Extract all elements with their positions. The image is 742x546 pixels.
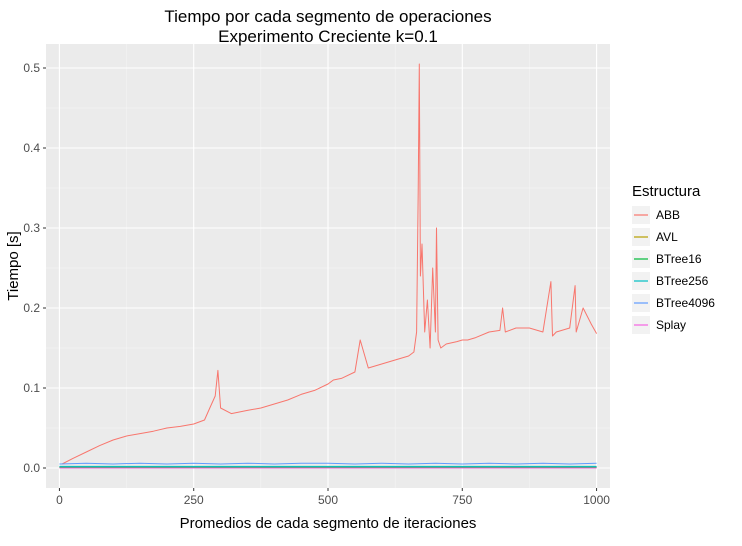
- y-axis-label: Tiempo [s]: [5, 231, 22, 300]
- y-tick-label: 0.1: [23, 381, 40, 395]
- x-tick-label: 750: [452, 493, 472, 507]
- legend: Estructura ABB AVL BTree16 BTree256 BTree409…: [632, 183, 715, 334]
- series-line-abb: [61, 63, 598, 465]
- legend-title: Estructura: [632, 183, 701, 200]
- axes: 0 250 500 750 1000 0.0 0.1 0.2 0.3 0.4 0.5: [23, 61, 610, 507]
- y-tick-label: 0.5: [23, 61, 40, 75]
- chart-title: Tiempo por cada segmento de operaciones: [164, 7, 491, 26]
- legend-label: Splay: [656, 318, 686, 332]
- x-axis-label: Promedios de cada segmento de iteracione…: [180, 515, 477, 532]
- x-tick-label: 1000: [583, 493, 610, 507]
- chart-subtitle: Experimento Creciente k=0.1: [218, 27, 438, 46]
- legend-label: BTree256: [656, 274, 709, 288]
- y-tick-label: 0.2: [23, 301, 40, 315]
- legend-label: BTree16: [656, 252, 702, 266]
- legend-label: ABB: [656, 208, 680, 222]
- y-tick-label: 0.0: [23, 461, 40, 475]
- legend-label: BTree4096: [656, 296, 715, 310]
- x-tick-label: 500: [318, 493, 338, 507]
- series-line-btree4096: [59, 462, 597, 465]
- y-tick-label: 0.3: [23, 221, 40, 235]
- legend-label: AVL: [656, 230, 678, 244]
- x-tick-label: 0: [56, 493, 63, 507]
- series-layer: [59, 63, 598, 469]
- y-tick-label: 0.4: [23, 141, 40, 155]
- x-tick-label: 250: [184, 493, 204, 507]
